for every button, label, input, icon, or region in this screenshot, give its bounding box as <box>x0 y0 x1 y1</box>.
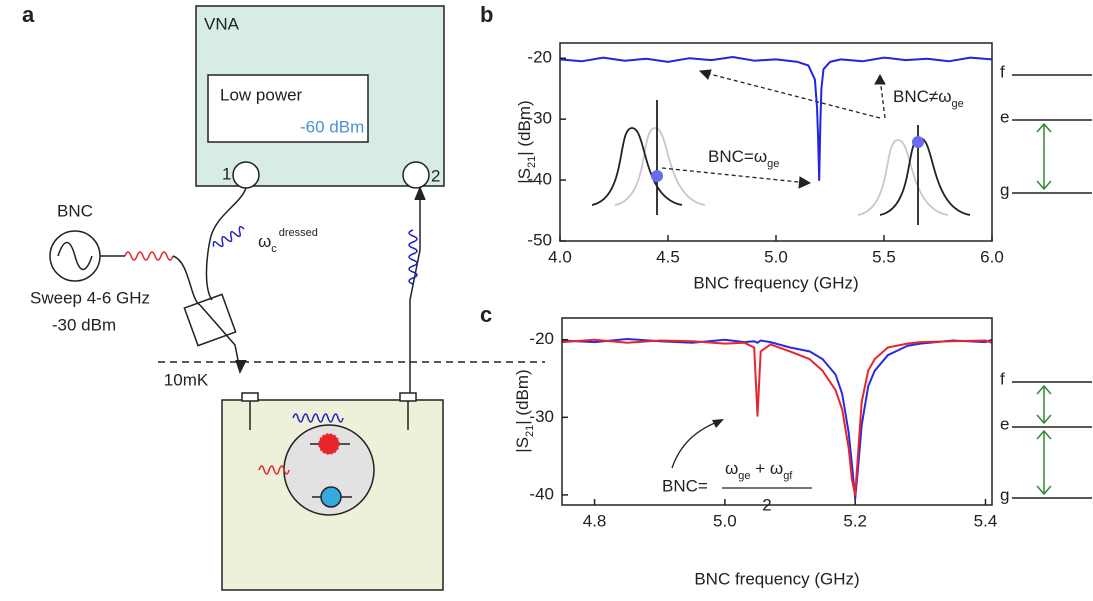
lorentzian <box>614 127 706 206</box>
ground-state <box>320 486 342 508</box>
arrowhead <box>414 186 426 201</box>
arrow <box>671 419 723 469</box>
x-axis-label: BNC frequency (GHz) <box>693 273 858 292</box>
y-label-tail: | (dBm) <box>515 100 534 155</box>
numerator-part: + ω <box>751 459 784 478</box>
annotation-numerator: ωge + ωgf <box>725 459 793 481</box>
port <box>402 161 430 189</box>
source-power: -30 dBm <box>52 315 116 334</box>
plot-frame <box>559 42 993 242</box>
power-box <box>207 74 369 143</box>
y-tick-label: -30 <box>527 109 552 128</box>
annotation-text: BNC=ω <box>708 147 767 166</box>
panel-label: b <box>480 2 493 27</box>
level-label: g <box>1000 180 1009 199</box>
x-tick-label: 4.5 <box>656 247 680 266</box>
squiggle <box>258 465 290 475</box>
port-label: 1 <box>222 164 231 183</box>
omega-label: ωcdressed <box>258 227 318 255</box>
y-label-text: |S <box>515 168 534 184</box>
annotation-prefix: BNC= <box>662 476 708 495</box>
lorentzian <box>857 139 949 216</box>
plot-frame <box>561 317 993 506</box>
connector <box>241 392 259 402</box>
level-label: e <box>1000 107 1009 126</box>
y-axis-label: |S21| (dBm) <box>513 369 535 452</box>
y-axis-label: |S21| (dBm) <box>515 100 537 183</box>
numerator-sub: gf <box>783 470 793 482</box>
arrow <box>661 71 886 184</box>
omega-sup: dressed <box>279 227 318 239</box>
arrowhead <box>712 419 724 428</box>
arrowhead <box>235 359 247 374</box>
coupler <box>183 293 237 347</box>
squiggle <box>212 225 245 248</box>
squiggle <box>124 251 174 261</box>
sweep-label: Sweep 4-6 GHz <box>30 288 150 307</box>
port-label: 2 <box>431 166 440 185</box>
squiggle <box>408 229 418 285</box>
operating-point <box>912 136 924 148</box>
level-label: f <box>1000 369 1005 388</box>
lorentzian <box>879 137 971 216</box>
series-line <box>561 338 993 500</box>
excited-state <box>318 433 340 455</box>
x-axis-label: BNC frequency (GHz) <box>694 569 859 588</box>
level-label: e <box>1000 414 1009 433</box>
x-tick-label: 5.0 <box>764 247 788 266</box>
x-tick-label: 6.0 <box>980 247 1004 266</box>
source-label: BNC <box>57 201 93 220</box>
sine <box>57 241 93 271</box>
panel-label: a <box>22 2 35 27</box>
y-tick-label: -20 <box>529 329 554 348</box>
series-line <box>561 338 993 496</box>
x-tick-label: 4.0 <box>548 247 572 266</box>
series-line <box>559 56 993 182</box>
power-level: -60 dBm <box>300 117 364 136</box>
temperature-label: 10mK <box>164 370 209 389</box>
numerator-sub: ge <box>738 470 750 482</box>
y-tick-label: -30 <box>529 407 554 426</box>
x-tick-label: 5.0 <box>713 511 737 530</box>
level-diagram <box>1012 74 1092 499</box>
y-tick-label: -50 <box>527 230 552 249</box>
annotation-text: BNC≠ω <box>893 87 952 106</box>
port <box>232 161 260 189</box>
y-label-tail: | (dBm) <box>513 369 532 424</box>
y-label-sub: 21 <box>526 156 538 168</box>
lorentzian <box>591 127 683 206</box>
annotation: BNC=ωge <box>708 147 779 169</box>
connector <box>399 392 417 402</box>
wire <box>205 187 247 301</box>
level-label: f <box>1000 62 1005 81</box>
wire <box>409 192 421 398</box>
x-tick-label: 5.5 <box>872 247 896 266</box>
annotation: BNC≠ωge <box>893 87 964 109</box>
squiggle <box>292 413 344 423</box>
numerator-part: ω <box>725 459 738 478</box>
x-tick-label: 5.2 <box>843 511 867 530</box>
y-label-sub: 21 <box>524 425 536 437</box>
y-label-text: |S <box>513 437 532 453</box>
energy-level <box>1012 74 1092 499</box>
panel-label: c <box>480 302 492 327</box>
vna-label: VNA <box>204 14 240 33</box>
power-label: Low power <box>220 85 303 104</box>
wire <box>172 255 201 306</box>
annotation-sub: ge <box>952 98 964 110</box>
x-tick-label: 4.8 <box>583 511 607 530</box>
y-tick-label: -40 <box>527 170 552 189</box>
omega-sub: c <box>271 243 277 255</box>
omega: ω <box>258 232 271 251</box>
transition-arrow <box>1036 122 1052 496</box>
level-label: g <box>1000 485 1009 504</box>
y-tick-label: -20 <box>527 48 552 67</box>
annotation-sub: ge <box>767 158 779 170</box>
operating-point <box>651 170 663 182</box>
arrowhead <box>698 69 886 189</box>
schematic <box>49 5 545 591</box>
x-tick-label: 5.4 <box>974 511 998 530</box>
y-tick-label: -40 <box>529 484 554 503</box>
